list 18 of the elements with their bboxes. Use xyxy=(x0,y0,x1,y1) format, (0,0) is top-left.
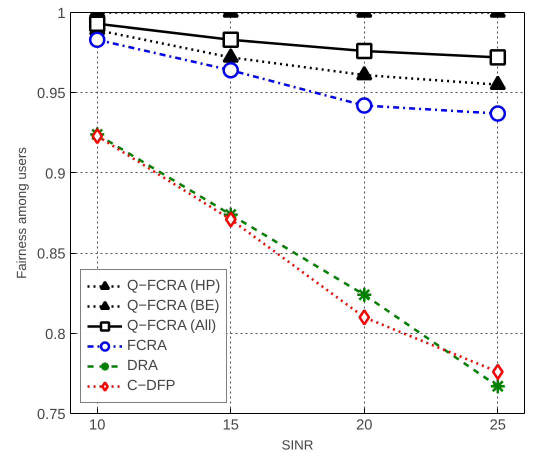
legend-label: DRA xyxy=(127,358,158,374)
legend-label: Q−FCRA (All) xyxy=(127,318,216,334)
y-tick-label: 0.85 xyxy=(36,246,66,263)
legend-label: FCRA xyxy=(127,338,167,354)
x-tick-label: 10 xyxy=(89,418,106,434)
legend-label: Q−FCRA (BE) xyxy=(127,298,220,314)
y-tick-label: 0.9 xyxy=(45,166,66,182)
x-tick-label: 20 xyxy=(356,418,372,434)
legend-label: Q−FCRA (HP) xyxy=(127,278,220,294)
x-axis-title: SINR xyxy=(282,438,314,452)
y-axis-title: Fairness among users xyxy=(14,146,29,279)
y-tick-label: 0.95 xyxy=(36,86,66,102)
y-tick-label: 1 xyxy=(57,6,66,22)
x-tick-label: 15 xyxy=(222,418,239,434)
y-tick-label: 0.8 xyxy=(45,326,66,343)
y-tick-label: 0.75 xyxy=(36,407,66,423)
x-tick-label: 25 xyxy=(490,418,506,434)
legend-label: C−DFP xyxy=(127,378,176,394)
